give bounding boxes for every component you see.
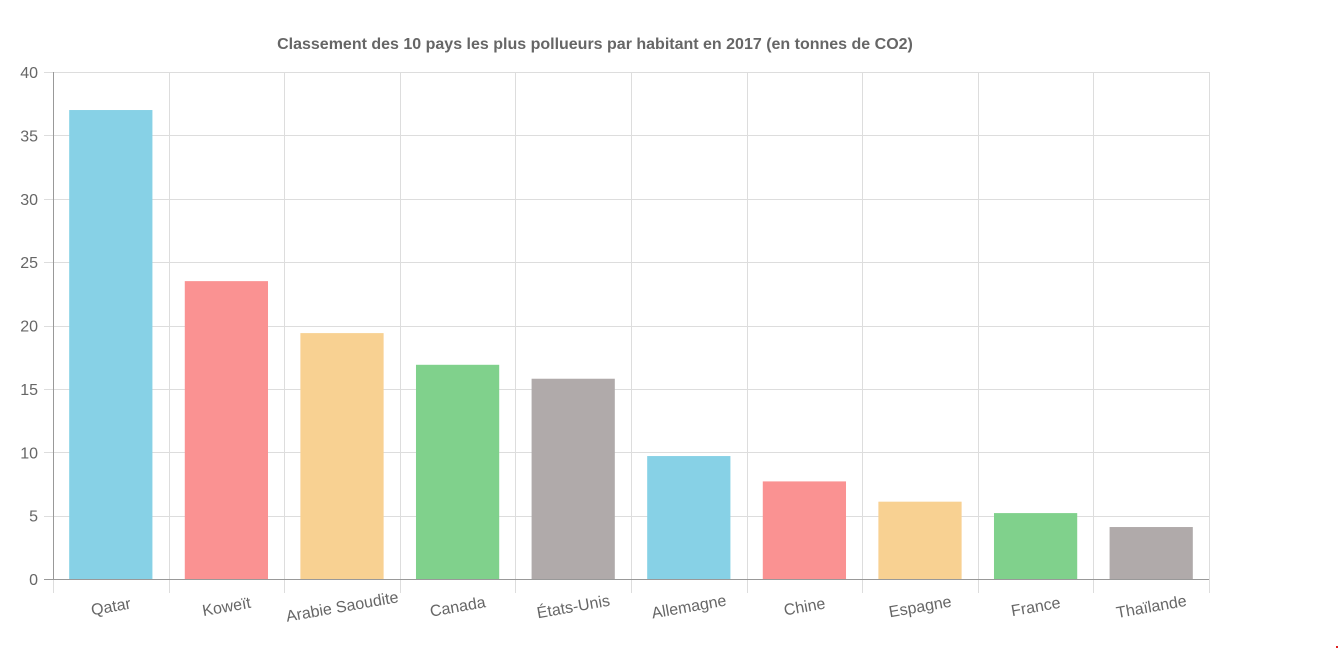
bar-6: [762, 481, 847, 579]
y-tick-label: 5: [29, 509, 38, 526]
chart-title: Classement des 10 pays les plus pollueur…: [277, 36, 913, 53]
y-tick-label: 30: [20, 192, 38, 209]
y-tick-label: 35: [20, 128, 38, 145]
y-tick-label: 15: [20, 382, 38, 399]
bar-4: [531, 378, 615, 579]
bar-9: [1109, 527, 1193, 579]
y-tick-label: 0: [29, 572, 38, 589]
y-tick-label: 40: [20, 65, 38, 82]
bar-8: [993, 513, 1078, 579]
axes: [44, 72, 1209, 580]
bars: [69, 110, 1193, 580]
y-tick-label: 10: [20, 445, 38, 462]
bar-5: [647, 456, 731, 579]
x-tick-label: États-Unis: [535, 591, 611, 623]
bar-7: [878, 501, 962, 579]
bar-1: [184, 281, 269, 579]
x-tick-label: Thaïlande: [1115, 593, 1188, 622]
y-tick-labels: 0 5 10 15 20 25 30 35 40: [20, 65, 38, 589]
x-tick-label: Arabie Saoudite: [285, 589, 400, 626]
bar-3: [415, 364, 500, 579]
x-tick-label: Koweït: [201, 595, 253, 620]
corner-mark: [1336, 646, 1338, 648]
x-tick-label: Espagne: [888, 594, 953, 622]
y-tick-label: 25: [20, 255, 38, 272]
x-tick-label: Qatar: [90, 596, 133, 620]
bar-2: [300, 333, 384, 579]
x-tick-label: France: [1010, 595, 1062, 620]
x-tick-label: Allemagne: [650, 593, 728, 623]
x-tick-label: Canada: [429, 594, 487, 620]
bar-0: [69, 110, 153, 580]
y-tick-label: 20: [20, 319, 38, 336]
x-tick-labels: Qatar Koweït Arabie Saoudite Canada États-Un…: [90, 589, 1188, 626]
x-tick-label: Chine: [783, 595, 827, 619]
